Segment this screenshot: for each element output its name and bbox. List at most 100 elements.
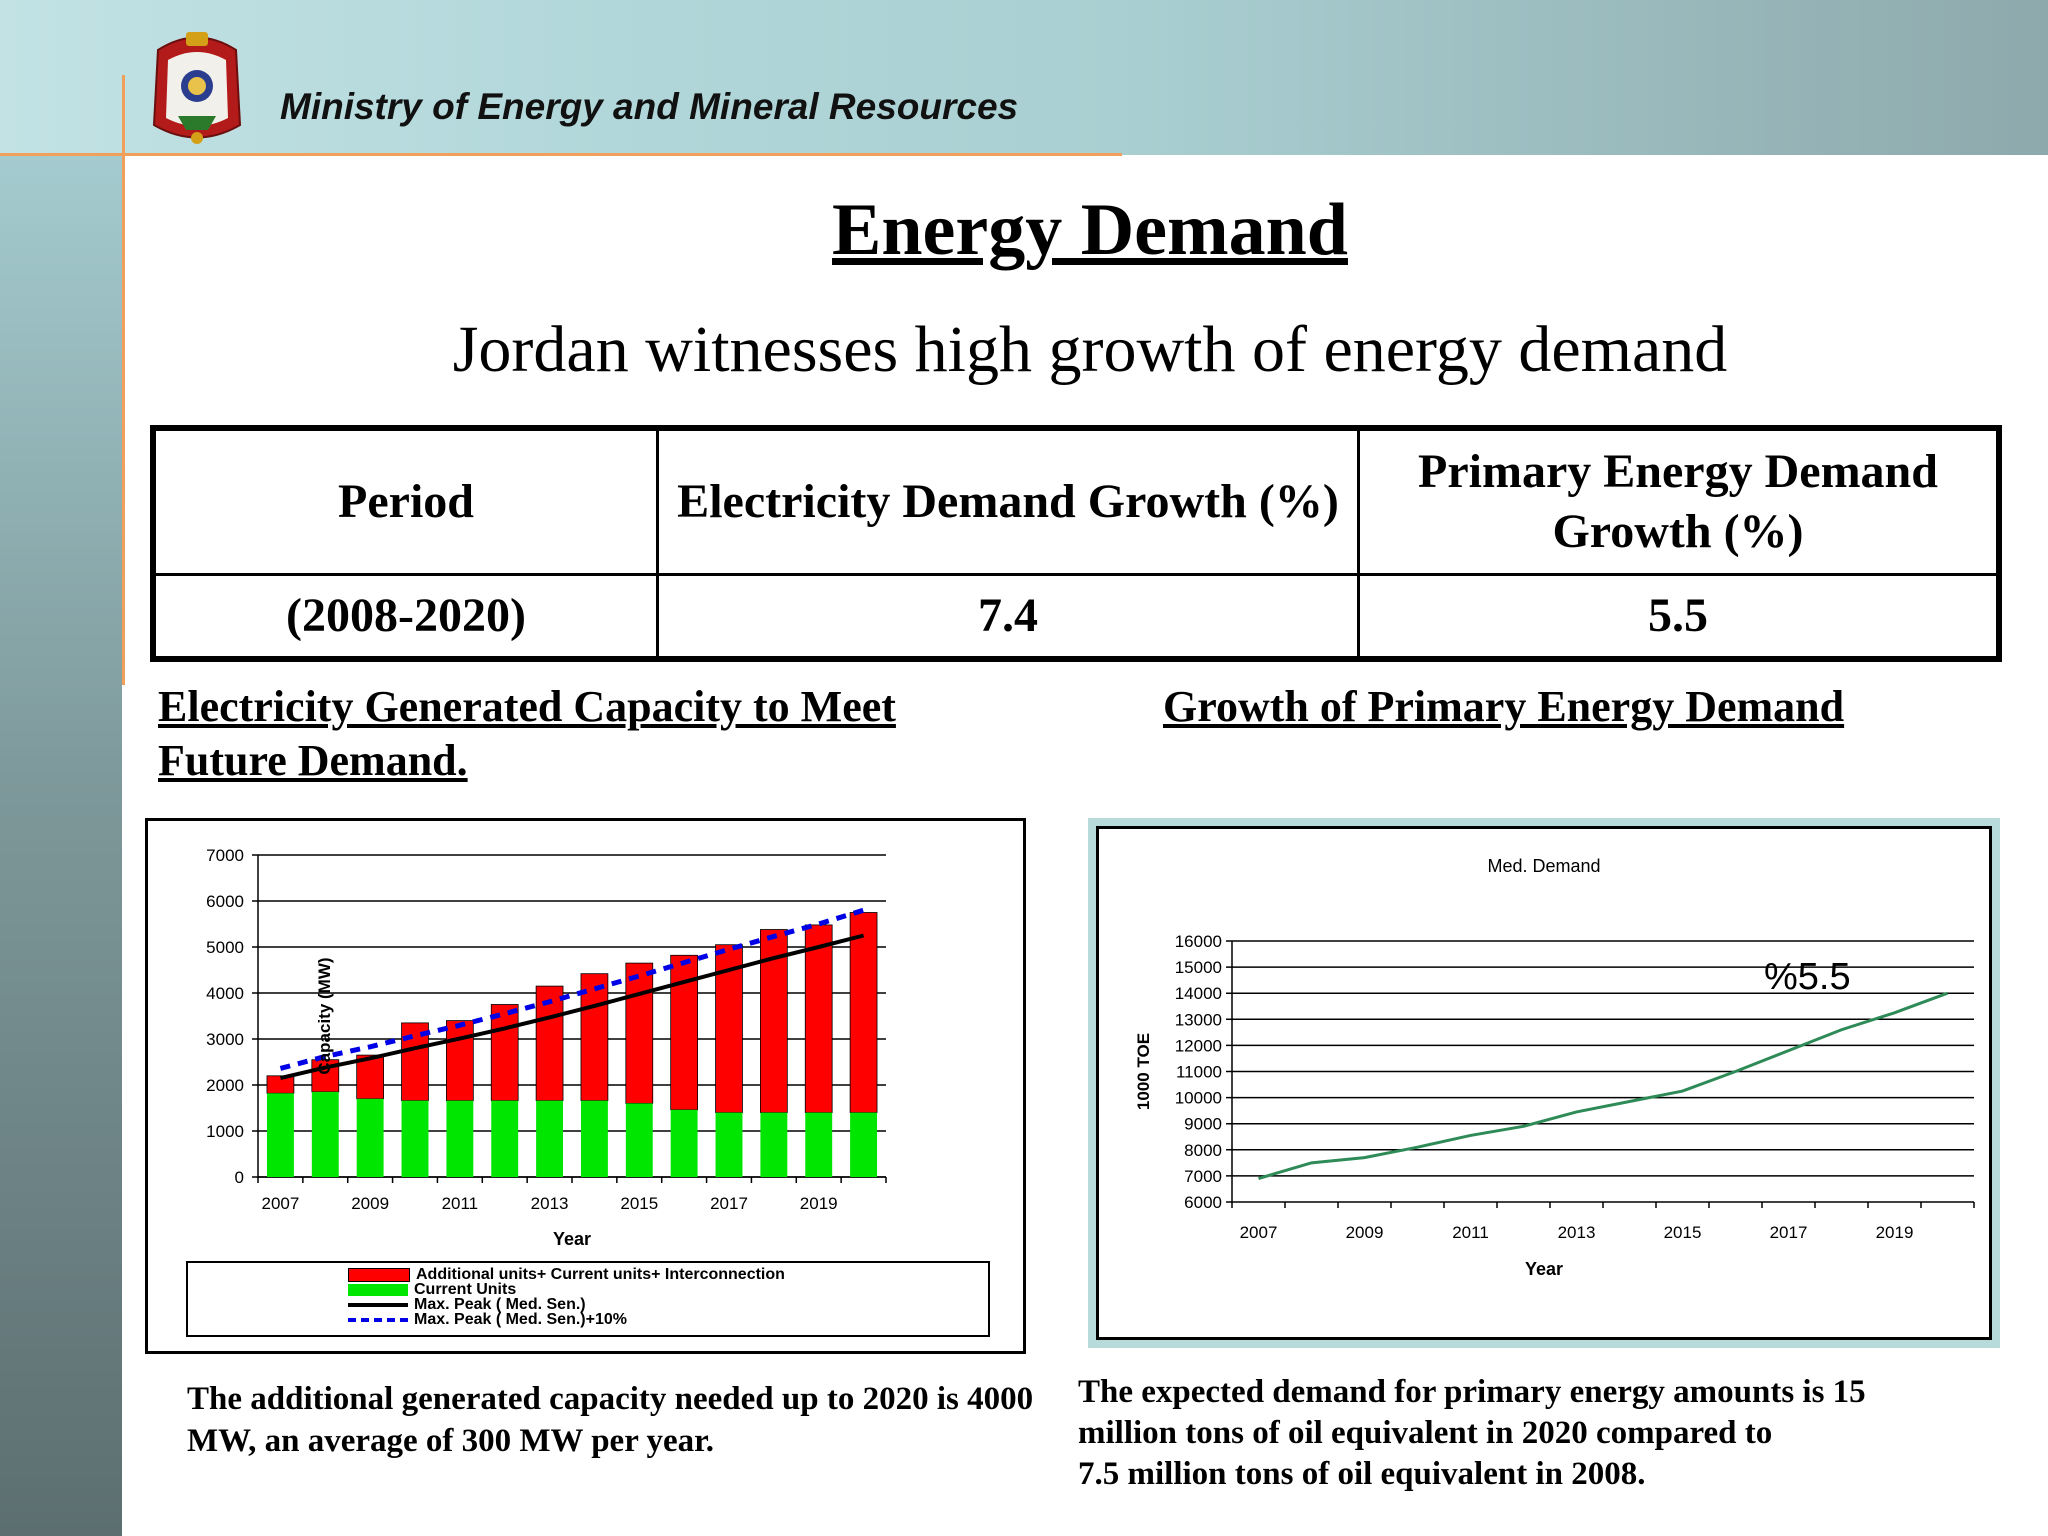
y-tick-label: 7000 [206, 846, 244, 865]
bar-current [356, 1098, 384, 1177]
header-period: Period [151, 426, 659, 576]
bar-additional [849, 912, 878, 1114]
x-tick-label: 2007 [262, 1194, 300, 1213]
bar-current [850, 1112, 878, 1177]
x-axis-label: Year [553, 1229, 591, 1249]
x-tick-label: 2017 [1770, 1223, 1808, 1242]
legend-label: Current Units [414, 1281, 517, 1298]
header-primary-growth: Primary Energy Demand Growth (%) [1357, 426, 2001, 576]
header-divider [0, 153, 1122, 156]
bar-current [760, 1112, 788, 1177]
x-tick-label: 2019 [1876, 1223, 1914, 1242]
header-electricity-growth: Electricity Demand Growth (%) [656, 426, 1360, 576]
bar-additional [535, 985, 564, 1102]
y-tick-label: 3000 [206, 1030, 244, 1049]
bar-current [446, 1100, 474, 1177]
y-tick-label: 0 [235, 1168, 244, 1187]
coat-of-arms-logo [152, 32, 242, 144]
demand-line [1258, 991, 1949, 1180]
y-tick-label: 6000 [206, 892, 244, 911]
x-tick-label: 2009 [351, 1194, 389, 1213]
y-tick-label: 5000 [206, 938, 244, 957]
x-tick-label: 2013 [531, 1194, 569, 1213]
table-header-row: Period Electricity Demand Growth (%) Pri… [151, 426, 2001, 576]
x-tick-label: 2007 [1240, 1223, 1278, 1242]
left-band [0, 155, 122, 1536]
y-tick-label: 2000 [206, 1076, 244, 1095]
capacity-chart-svg: 0 1000 2000 3000 4000 5000 6000 7000 2007 2009 201… [206, 846, 887, 1249]
cell-primary-growth: 5.5 [1357, 573, 2001, 661]
bar-current [625, 1103, 653, 1177]
bar-additional [445, 1020, 474, 1102]
bar-current [580, 1100, 608, 1177]
legend-label: Max. Peak ( Med. Sen.) [414, 1296, 586, 1313]
legend-swatch-green [348, 1283, 408, 1296]
x-tick-label: 2009 [1346, 1223, 1384, 1242]
y-tick-label: 15000 [1175, 958, 1222, 977]
page-subtitle: Jordan witnesses high growth of energy d… [452, 313, 1728, 386]
x-tick-label: 2017 [710, 1194, 748, 1213]
bar-current [401, 1100, 429, 1177]
bar-current [311, 1091, 339, 1177]
y-tick-label: 14000 [1175, 984, 1222, 1003]
legend-item: Max. Peak ( Med. Sen.)+10% [348, 1312, 627, 1328]
legend-label: Max. Peak ( Med. Sen.)+10% [414, 1311, 627, 1328]
table-row: (2008-2020) 7.4 5.5 [151, 573, 2001, 661]
bar-current [715, 1112, 743, 1177]
legend-item: Max. Peak ( Med. Sen.) [348, 1297, 586, 1313]
chart-title: Med. Demand [1487, 856, 1600, 876]
bar-additional [580, 973, 609, 1102]
bar-current [670, 1109, 698, 1177]
caption-line: 7.5 million tons of oil equivalent in 20… [1078, 1456, 1646, 1492]
bar-current [266, 1093, 294, 1177]
y-tick-label: 8000 [1184, 1141, 1222, 1160]
bar-additional [356, 1054, 385, 1100]
x-tick-label: 2019 [800, 1194, 838, 1213]
max-peak-line [279, 933, 865, 1081]
ministry-name: Ministry of Energy and Mineral Resources [280, 86, 1019, 127]
y-tick-label: 9000 [1184, 1115, 1222, 1134]
capacity-chart-heading: Electricity Generated Capacity to Meet F… [158, 682, 896, 785]
x-tick-label: 2011 [442, 1194, 479, 1213]
y-tick-label: 16000 [1175, 932, 1222, 951]
y-tick-label: 13000 [1175, 1010, 1222, 1029]
legend-swatch-red [348, 1267, 410, 1282]
header-band-right [1120, 0, 2048, 155]
caption-line: million tons of oil equivalent in 2020 c… [1078, 1415, 1773, 1451]
y-axis-label: 1000 TOE [1134, 1033, 1153, 1110]
growth-table: Period Electricity Demand Growth (%) Pri… [150, 425, 2002, 662]
primary-chart-frame: Med. Demand 6000 7000 8000 9000 10000 11000 120… [1088, 818, 2000, 1348]
primary-caption: The expected demand for primary energy a… [1078, 1372, 1978, 1495]
capacity-chart: 0 1000 2000 3000 4000 5000 6000 7000 2007 2009 201… [145, 818, 1026, 1354]
legend-item: Current Units [348, 1282, 516, 1298]
growth-annotation: %5.5 [1764, 956, 1851, 998]
bar-additional [804, 924, 833, 1113]
bar-additional [490, 1004, 519, 1102]
y-tick-label: 4000 [206, 984, 244, 1003]
y-tick-label: 12000 [1175, 1036, 1222, 1055]
side-divider [122, 75, 125, 685]
y-tick-label: 7000 [1184, 1167, 1222, 1186]
caption-line: The expected demand for primary energy a… [1078, 1374, 1866, 1410]
primary-chart: Med. Demand 6000 7000 8000 9000 10000 11000 120… [1096, 826, 1992, 1340]
bar-additional [266, 1075, 295, 1094]
legend-item: Additional units+ Current units+ Interco… [348, 1267, 785, 1283]
primary-chart-heading: Growth of Primary Energy Demand [1163, 682, 1845, 731]
y-tick-label: 11000 [1176, 1063, 1222, 1082]
legend-label: Additional units+ Current units+ Interco… [416, 1266, 785, 1283]
cell-period: (2008-2020) [151, 573, 659, 661]
cell-electricity-growth: 7.4 [656, 573, 1360, 661]
capacity-caption: The additional generated capacity needed… [187, 1381, 1034, 1459]
x-tick-label: 2015 [1664, 1223, 1702, 1242]
x-tick-label: 2013 [1558, 1223, 1596, 1242]
x-axis-label: Year [1525, 1259, 1563, 1279]
capacity-chart-legend: Additional units+ Current units+ Interco… [186, 1261, 990, 1337]
y-tick-label: 1000 [206, 1122, 244, 1141]
x-tick-label: 2011 [1452, 1223, 1489, 1242]
y-tick-label: 10000 [1175, 1089, 1222, 1108]
bar-current [536, 1100, 564, 1177]
bar-current [491, 1100, 519, 1177]
legend-swatch-black [348, 1302, 408, 1307]
bar-additional [625, 962, 654, 1104]
primary-chart-svg: Med. Demand 6000 7000 8000 9000 10000 11000 120… [1134, 856, 1975, 1279]
